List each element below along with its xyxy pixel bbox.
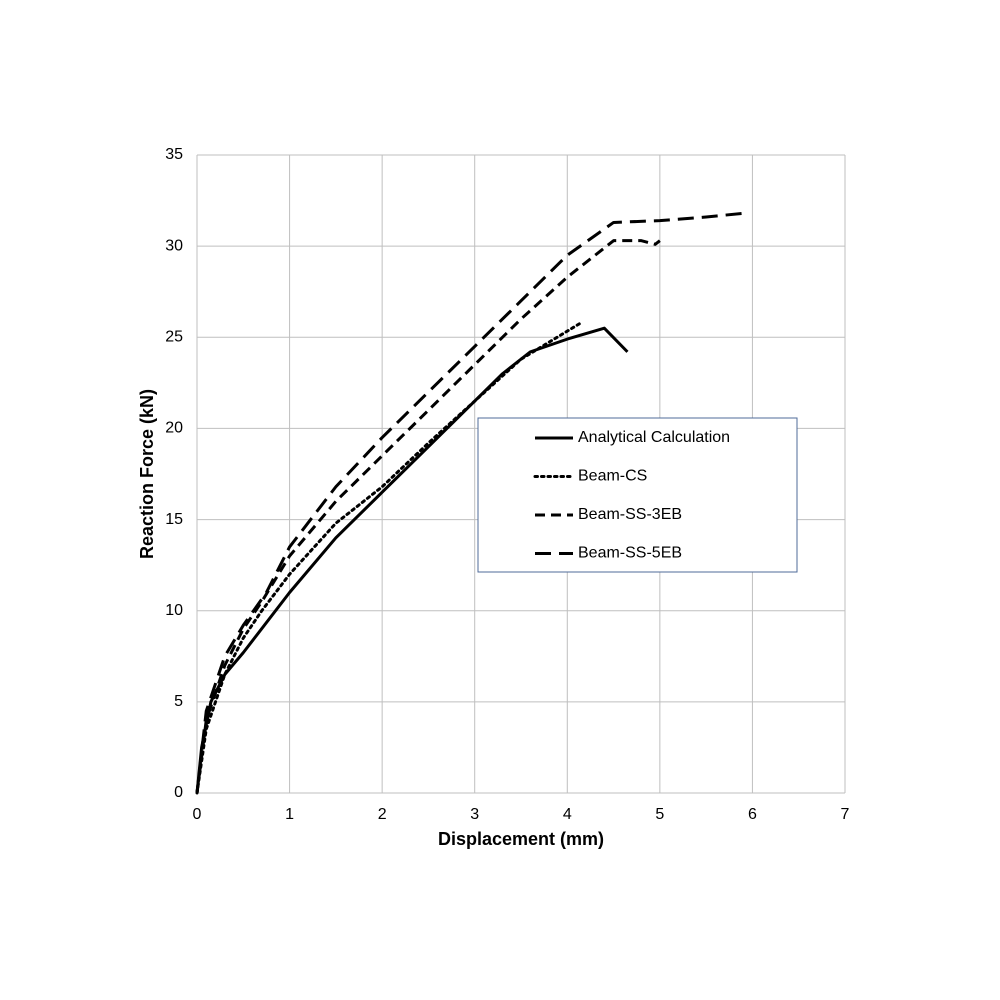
y-tick-label: 0 [174, 784, 183, 801]
y-tick-label: 5 [174, 693, 183, 710]
x-tick-label: 1 [285, 806, 294, 823]
y-tick-label: 25 [165, 329, 183, 346]
y-tick-label: 30 [165, 237, 183, 254]
x-tick-label: 4 [563, 806, 572, 823]
x-tick-label: 0 [193, 806, 202, 823]
x-tick-label: 7 [841, 806, 850, 823]
x-tick-label: 2 [378, 806, 387, 823]
legend-label: Beam-CS [578, 468, 647, 485]
legend-label: Analytical Calculation [578, 429, 730, 446]
y-tick-label: 10 [165, 602, 183, 619]
series-line [195, 211, 744, 794]
series-line [195, 239, 661, 794]
legend-label: Beam-SS-3EB [578, 506, 682, 523]
legend-box [477, 417, 798, 573]
series-line [195, 321, 583, 795]
x-tick-label: 6 [748, 806, 757, 823]
x-tick-label: 5 [655, 806, 664, 823]
y-tick-label: 20 [165, 420, 183, 437]
legend-label: Beam-SS-5EB [578, 545, 682, 562]
x-axis-title: Displacement (mm) [438, 829, 604, 849]
y-axis-title: Reaction Force (kN) [137, 389, 157, 559]
y-tick-label: 15 [165, 511, 183, 528]
x-tick-label: 3 [470, 806, 479, 823]
y-tick-label: 35 [165, 146, 183, 163]
